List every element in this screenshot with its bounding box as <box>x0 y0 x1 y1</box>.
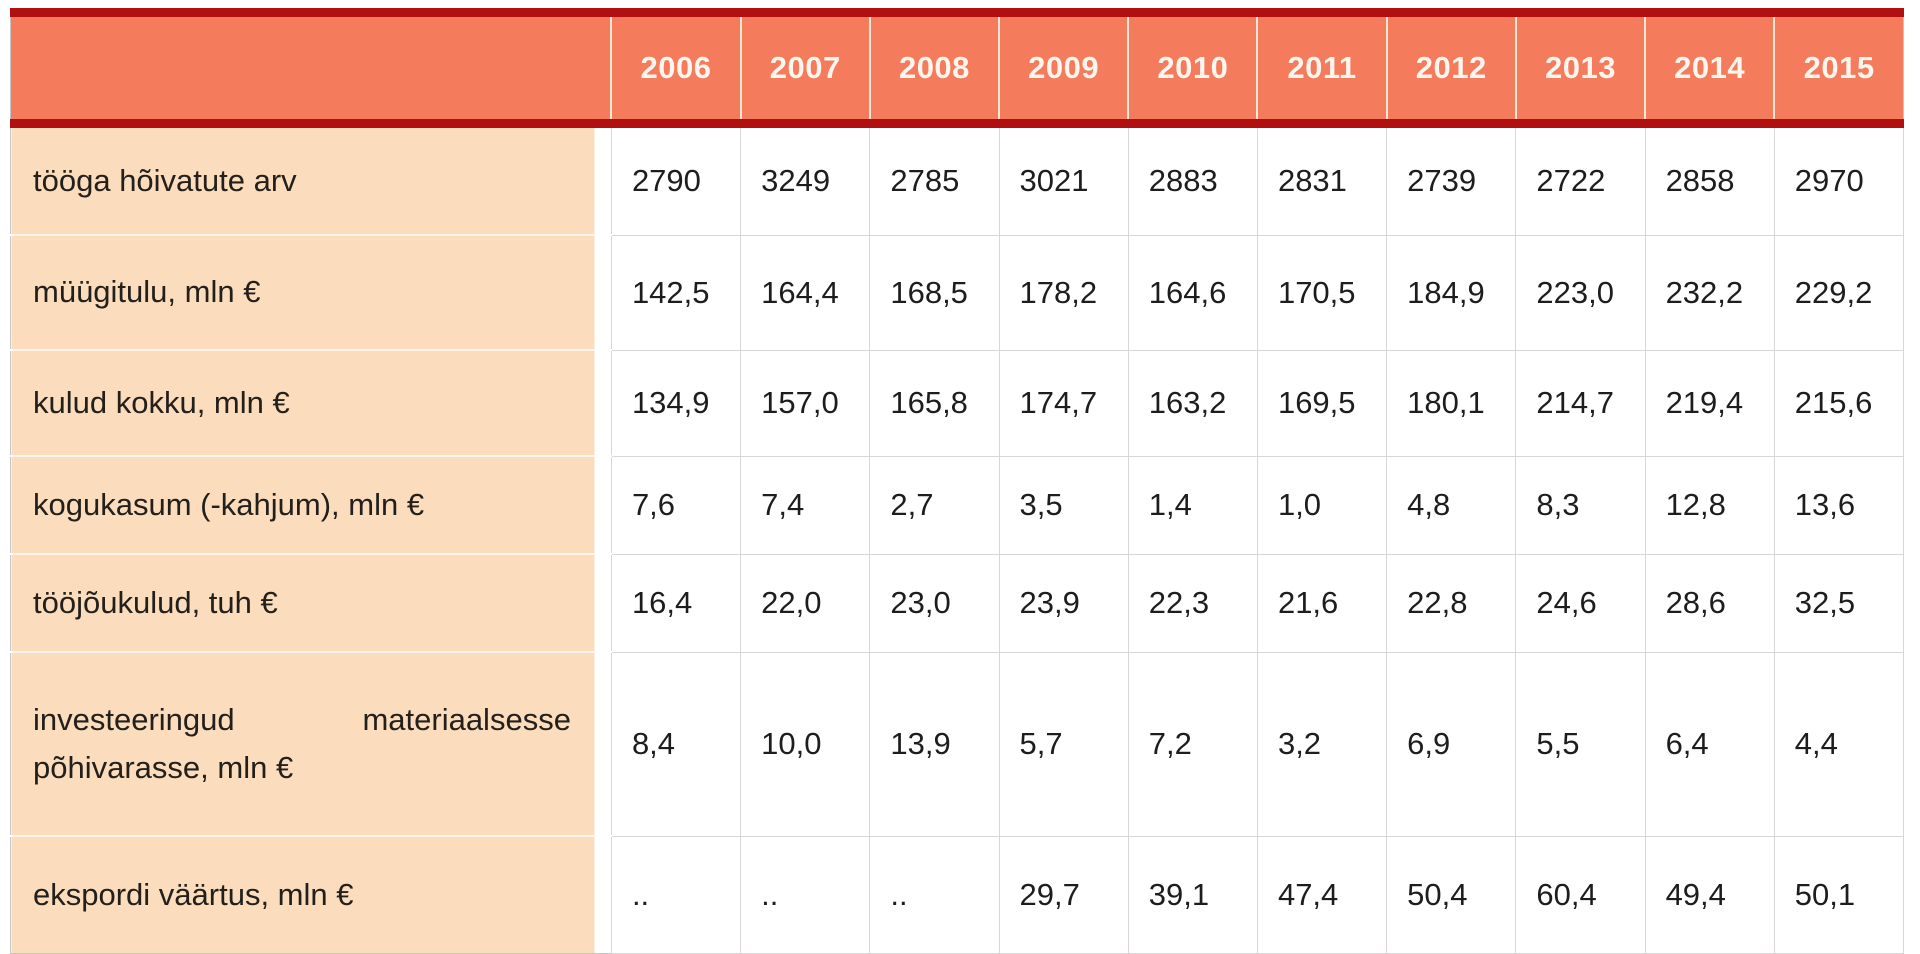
year-header-cell: 2009 <box>998 12 1129 124</box>
value-cell: 49,4 <box>1644 835 1775 954</box>
value-cell: 3,2 <box>1256 651 1388 837</box>
value-cell: 50,4 <box>1386 835 1517 954</box>
value-cell: 4,4 <box>1773 651 1905 837</box>
value-cell: 29,7 <box>998 835 1129 954</box>
value-cell: 12,8 <box>1644 455 1775 555</box>
corner-cell <box>10 12 612 124</box>
value-cell: 178,2 <box>998 234 1129 351</box>
value-cell: 47,4 <box>1256 835 1388 954</box>
value-cell: 2790 <box>610 123 742 236</box>
value-cell: 32,5 <box>1773 553 1905 653</box>
table-row: kulud kokku, mln € 134,9 157,0 165,8 174… <box>10 349 1905 457</box>
row-label-cell: kogukasum (-kahjum), mln € <box>10 455 612 554</box>
value-cell: 7,4 <box>740 455 871 555</box>
row-label-cell: kulud kokku, mln € <box>10 349 612 456</box>
value-cell: 219,4 <box>1644 349 1775 457</box>
value-cell: 165,8 <box>869 349 1000 457</box>
value-cell: .. <box>869 835 1000 954</box>
table-row: tööjõukulud, tuh € 16,4 22,0 23,0 23,9 2… <box>10 553 1905 653</box>
value-cell: 134,9 <box>610 349 742 457</box>
table-row: kogukasum (-kahjum), mln € 7,6 7,4 2,7 3… <box>10 455 1905 555</box>
table-row: tööga hõivatute arv 2790 3249 2785 3021 … <box>10 123 1905 236</box>
row-label-cell: tööga hõivatute arv <box>10 123 612 235</box>
value-cell: 5,5 <box>1515 651 1646 837</box>
statistics-table: 2006 2007 2008 2009 2010 2011 2012 2013 … <box>10 8 1905 954</box>
value-cell: 3021 <box>998 123 1129 236</box>
year-header-cell: 2013 <box>1514 12 1646 124</box>
value-cell: 2831 <box>1256 123 1388 236</box>
value-cell: 5,7 <box>998 651 1129 837</box>
value-cell: 164,4 <box>740 234 871 351</box>
row-label-cell: tööjõukulud, tuh € <box>10 553 612 652</box>
value-cell: 7,6 <box>610 455 742 555</box>
value-cell: 3249 <box>740 123 871 236</box>
value-cell: .. <box>740 835 871 954</box>
value-cell: 39,1 <box>1127 835 1258 954</box>
value-cell: 6,9 <box>1386 651 1517 837</box>
value-cell: 223,0 <box>1515 234 1646 351</box>
value-cell: 22,0 <box>740 553 871 653</box>
value-cell: 2722 <box>1515 123 1646 236</box>
year-header-cell: 2007 <box>739 12 870 124</box>
value-cell: 28,6 <box>1644 553 1775 653</box>
year-header-cell: 2006 <box>610 12 741 124</box>
value-cell: 22,3 <box>1127 553 1258 653</box>
value-cell: 24,6 <box>1515 553 1646 653</box>
value-cell: 180,1 <box>1386 349 1517 457</box>
table-row: investeeringud materiaalsesse põhivarass… <box>10 651 1905 837</box>
value-cell: 23,9 <box>998 553 1129 653</box>
value-cell: 1,0 <box>1256 455 1388 555</box>
value-cell: 214,7 <box>1515 349 1646 457</box>
value-cell: 4,8 <box>1386 455 1517 555</box>
value-cell: .. <box>610 835 742 954</box>
value-cell: 8,4 <box>610 651 742 837</box>
value-cell: 10,0 <box>740 651 871 837</box>
year-header-cell: 2010 <box>1127 12 1258 124</box>
table-row: müügitulu, mln € 142,5 164,4 168,5 178,2… <box>10 234 1905 351</box>
value-cell: 229,2 <box>1773 234 1905 351</box>
value-cell: 2858 <box>1644 123 1775 236</box>
row-label-cell: investeeringud materiaalsesse põhivarass… <box>10 651 612 836</box>
value-cell: 168,5 <box>869 234 1000 351</box>
table-header-row: 2006 2007 2008 2009 2010 2011 2012 2013 … <box>10 12 1904 124</box>
value-cell: 22,8 <box>1386 553 1517 653</box>
value-cell: 16,4 <box>610 553 742 653</box>
value-cell: 157,0 <box>740 349 871 457</box>
row-label-cell: müügitulu, mln € <box>10 234 612 350</box>
year-header-cell: 2014 <box>1644 12 1775 124</box>
value-cell: 2883 <box>1127 123 1258 236</box>
value-cell: 169,5 <box>1256 349 1388 457</box>
value-cell: 21,6 <box>1256 553 1388 653</box>
value-cell: 50,1 <box>1773 835 1905 954</box>
value-cell: 6,4 <box>1644 651 1775 837</box>
table-row: ekspordi väärtus, mln € .. .. .. 29,7 39… <box>10 835 1905 954</box>
year-header-cell: 2011 <box>1256 12 1387 124</box>
value-cell: 184,9 <box>1386 234 1517 351</box>
value-cell: 2970 <box>1773 123 1905 236</box>
value-cell: 2785 <box>869 123 1000 236</box>
value-cell: 170,5 <box>1256 234 1388 351</box>
year-header-cell: 2015 <box>1773 12 1904 124</box>
value-cell: 232,2 <box>1644 234 1775 351</box>
value-cell: 60,4 <box>1515 835 1646 954</box>
value-cell: 7,2 <box>1127 651 1258 837</box>
value-cell: 174,7 <box>998 349 1129 457</box>
value-cell: 3,5 <box>998 455 1129 555</box>
value-cell: 2739 <box>1386 123 1517 236</box>
value-cell: 23,0 <box>869 553 1000 653</box>
value-cell: 163,2 <box>1127 349 1258 457</box>
value-cell: 164,6 <box>1127 234 1258 351</box>
value-cell: 13,6 <box>1773 455 1905 555</box>
statistics-table-container: 2006 2007 2008 2009 2010 2011 2012 2013 … <box>10 8 1905 954</box>
value-cell: 2,7 <box>869 455 1000 555</box>
value-cell: 13,9 <box>869 651 1000 837</box>
row-label-cell: ekspordi väärtus, mln € <box>10 835 612 954</box>
value-cell: 215,6 <box>1773 349 1905 457</box>
value-cell: 1,4 <box>1127 455 1258 555</box>
value-cell: 142,5 <box>610 234 742 351</box>
year-header-cell: 2008 <box>868 12 1000 124</box>
year-header-cell: 2012 <box>1385 12 1516 124</box>
value-cell: 8,3 <box>1515 455 1646 555</box>
